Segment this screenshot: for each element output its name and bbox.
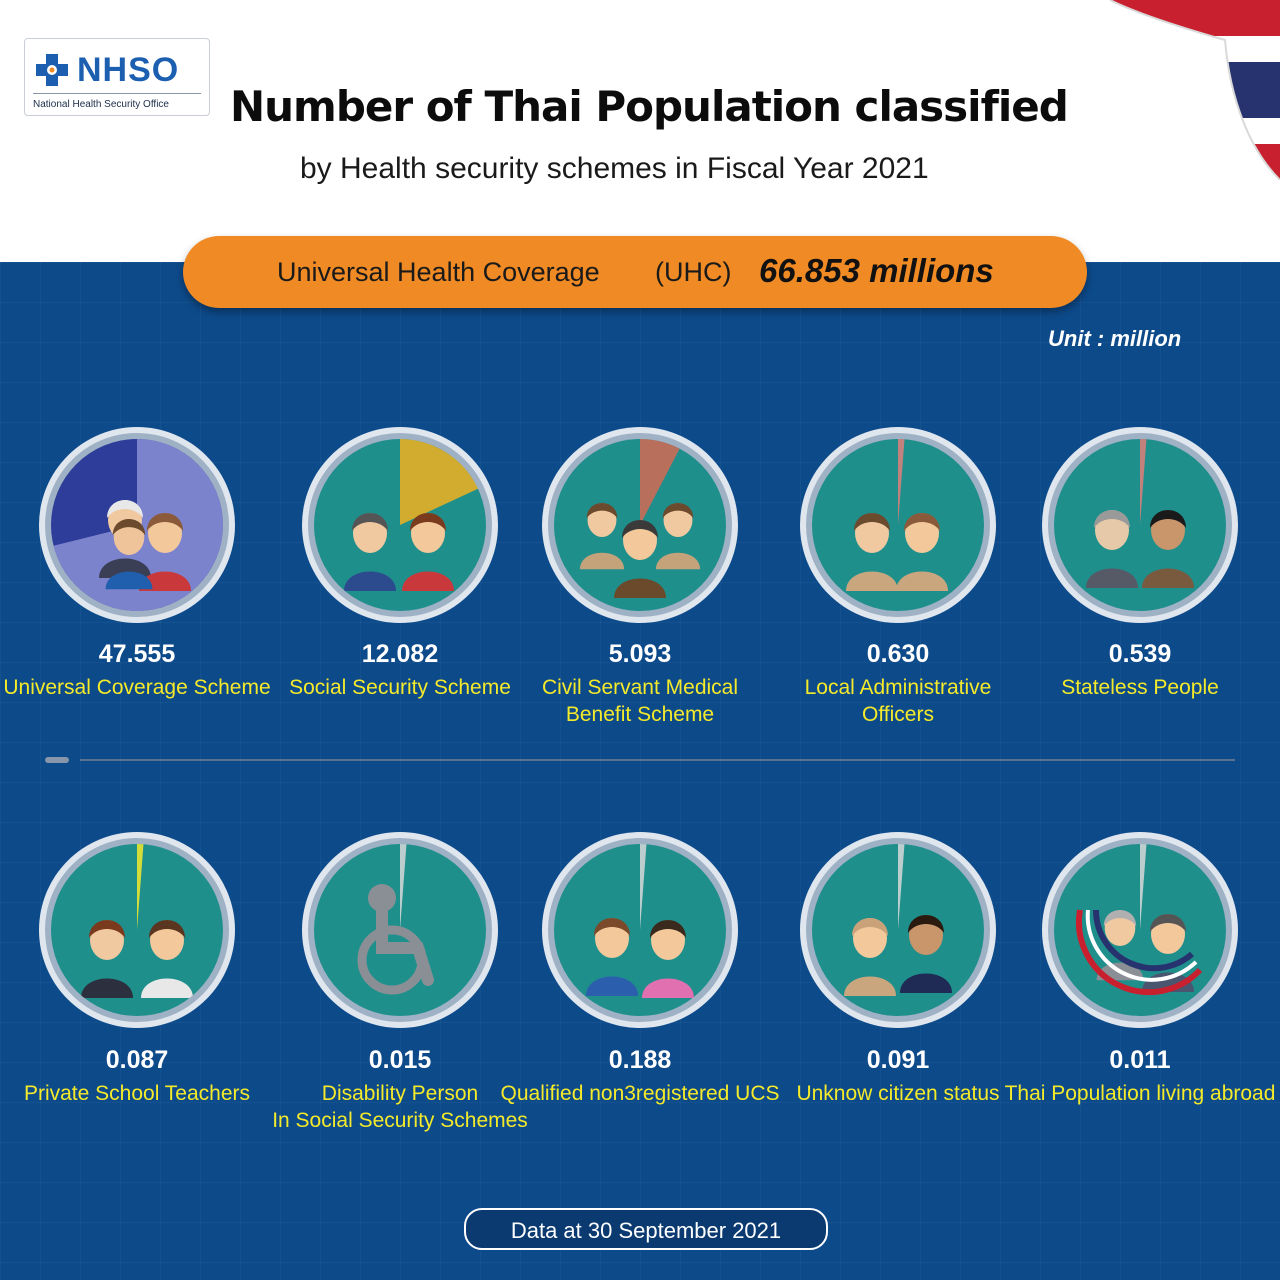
scheme-circle [37, 425, 237, 625]
scheme-label-line1: Civil Servant Medical [541, 676, 739, 699]
page-subtitle: by Health security schemes in Fiscal Yea… [300, 152, 929, 185]
scheme-value: 0.087 [105, 1046, 169, 1074]
scheme-value: 0.091 [866, 1046, 930, 1074]
wheelchair-icon [302, 832, 498, 1028]
share-wedge [898, 438, 905, 525]
cross-icon [36, 54, 68, 86]
scheme-value: 0.011 [1109, 1046, 1171, 1074]
scheme-label-line1: Private School Teachers [23, 1082, 251, 1105]
uhc-abbr: (UHC) [655, 257, 732, 287]
scheme-label-line1: Qualified non3registered UCS [500, 1082, 780, 1105]
scheme-value: 0.015 [368, 1046, 432, 1074]
abroad-icon [1042, 832, 1238, 1028]
header: NHSO National Health Security Office Num… [0, 0, 1280, 262]
scheme-value: 5.093 [608, 640, 672, 668]
scheme-label-line2: Benefit Scheme [565, 703, 715, 726]
share-wedge [1140, 438, 1147, 525]
divider-dot [45, 757, 69, 763]
local-officers-icon [800, 427, 996, 623]
couple-icon [542, 832, 738, 1028]
share-wedge [898, 844, 905, 930]
share-wedge [1140, 844, 1147, 930]
row-divider [80, 759, 1235, 761]
scheme-value: 0.630 [866, 640, 930, 668]
scheme-value: 47.555 [98, 640, 176, 668]
nhso-logo: NHSO National Health Security Office [24, 38, 210, 116]
scheme-value: 0.188 [608, 1046, 672, 1074]
scheme-label-line1: Stateless People [1061, 676, 1219, 699]
scheme-circle [1040, 425, 1240, 625]
scheme-circle [300, 425, 500, 625]
share-wedge [640, 439, 680, 525]
thai-flag-icon [1110, 0, 1280, 180]
scheme-circle [540, 425, 740, 625]
family-icon [39, 427, 235, 623]
scheme-label: Civil Servant Medical Benefit Scheme [490, 674, 790, 728]
scheme-circle [798, 425, 998, 625]
scheme-circle [1040, 830, 1240, 1030]
stateless-icon [1042, 427, 1238, 623]
scheme-label: Unknow citizen status [748, 1080, 1048, 1107]
share-wedge [640, 844, 647, 930]
scheme-label-line1: Universal Coverage Scheme [3, 676, 271, 699]
scheme-circle [37, 830, 237, 1030]
scheme-label-line1: Social Security Scheme [289, 676, 511, 699]
scheme-label-line1: Disability Person [321, 1082, 479, 1105]
scheme-circle [540, 830, 740, 1030]
workers-icon [302, 427, 498, 623]
scheme-label: Thai Population living abroad [990, 1080, 1280, 1107]
scheme-label-line2: In Social Security Schemes [272, 1109, 528, 1132]
scheme-label: Universal Coverage Scheme [0, 674, 287, 701]
scheme-circle [300, 830, 500, 1030]
scheme-label: Local Administrative Officers [748, 674, 1048, 728]
share-wedge [400, 844, 407, 930]
uhc-banner: Universal Health Coverage (UHC) 66.853 m… [183, 236, 1087, 308]
unit-label: Unit : million [1048, 326, 1182, 351]
data-date-badge: Data at 30 September 2021 [464, 1208, 828, 1250]
data-date-text: Data at 30 September 2021 [510, 1218, 782, 1243]
scheme-label: Social Security Scheme [250, 674, 550, 701]
uhc-total-value: 66.853 millions [759, 252, 994, 289]
scheme-label: Stateless People [990, 674, 1280, 701]
scheme-label: Private School Teachers [0, 1080, 287, 1107]
logo-subtitle: National Health Security Office [33, 99, 169, 110]
scheme-label-line1: Local Administrative [804, 676, 992, 699]
scheme-value: 12.082 [361, 640, 439, 668]
share-wedge [400, 439, 478, 525]
scheme-label: Qualified non3registered UCS [490, 1080, 790, 1107]
teachers-icon [39, 832, 235, 1028]
uhc-label: Universal Health Coverage [277, 257, 600, 287]
unknown-status-icon [800, 832, 996, 1028]
scheme-label-line1: Unknow citizen status [796, 1082, 1000, 1105]
scheme-label: Disability Person In Social Security Sche… [250, 1080, 550, 1134]
officers-icon [542, 427, 738, 623]
share-wedge [137, 844, 144, 930]
scheme-value: 0.539 [1108, 640, 1172, 668]
scheme-label-line1: Thai Population living abroad [1004, 1082, 1276, 1105]
scheme-label-line2: Officers [862, 703, 934, 726]
logo-name: NHSO [77, 51, 180, 89]
blue-panel [0, 262, 1280, 1280]
scheme-circle [798, 830, 998, 1030]
page-title: Number of Thai Population classified [230, 82, 1069, 131]
